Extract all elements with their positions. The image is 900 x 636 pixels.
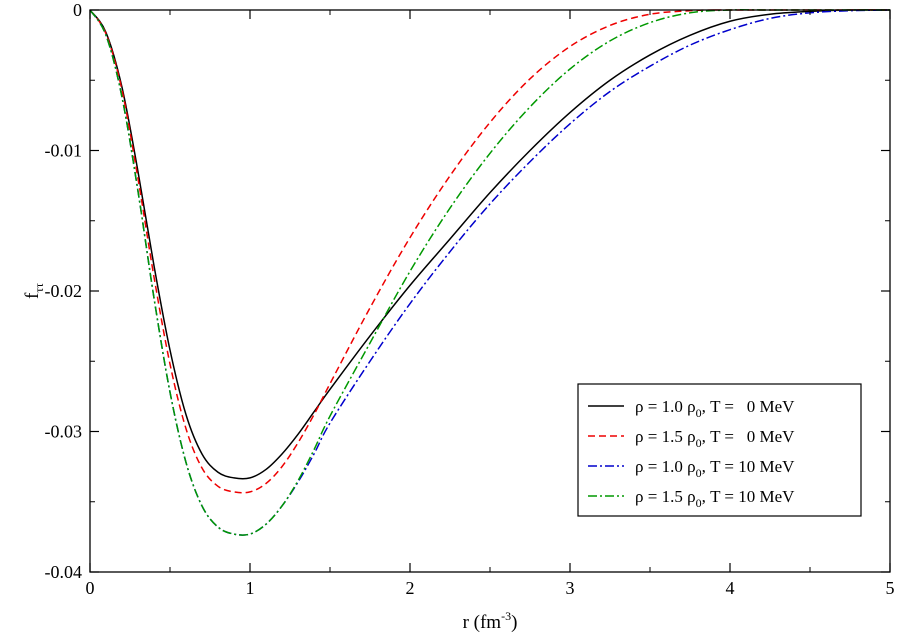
series-layer xyxy=(89,9,891,536)
x-tick-label: 5 xyxy=(886,578,895,598)
series-line-3 xyxy=(89,9,891,536)
x-tick-label: 4 xyxy=(726,578,735,598)
legend-label-3: ρ = 1.0 ρ0, T = 10 MeV xyxy=(635,457,795,480)
series-line-2 xyxy=(89,9,890,494)
legend-label-1: ρ = 1.0 ρ0, T = 0 MeV xyxy=(635,397,795,420)
series-line-4 xyxy=(89,9,890,536)
legend-label-2: ρ = 1.5 ρ0, T = 0 MeV xyxy=(635,427,795,450)
ticks-layer xyxy=(89,9,891,573)
y-axis-title: fττ xyxy=(22,283,46,299)
legend-items: ρ = 1.0 ρ0, T = 0 MeV ρ = 1.5 ρ0, T = 0 M… xyxy=(588,397,795,510)
y-tick-label: -0.03 xyxy=(45,422,83,442)
y-tick-label: -0.04 xyxy=(45,562,83,582)
y-tick-label: 0 xyxy=(73,0,82,20)
x-tick-label: 3 xyxy=(566,578,575,598)
tick-labels: 0 1 2 3 4 5 0 -0.01 -0.02 -0.03 -0.04 xyxy=(45,0,895,598)
x-tick-label: 0 xyxy=(86,578,95,598)
legend: ρ = 1.0 ρ0, T = 0 MeV ρ = 1.5 ρ0, T = 0 M… xyxy=(577,383,862,517)
x-tick-label: 2 xyxy=(406,578,415,598)
x-tick-label: 1 xyxy=(246,578,255,598)
y-tick-label: -0.02 xyxy=(45,281,83,301)
legend-label-4: ρ = 1.5 ρ0, T = 10 MeV xyxy=(635,487,795,510)
y-tick-label: -0.01 xyxy=(45,141,83,161)
x-axis-title: r (fm-3) xyxy=(463,609,518,633)
legend-box xyxy=(577,383,862,517)
